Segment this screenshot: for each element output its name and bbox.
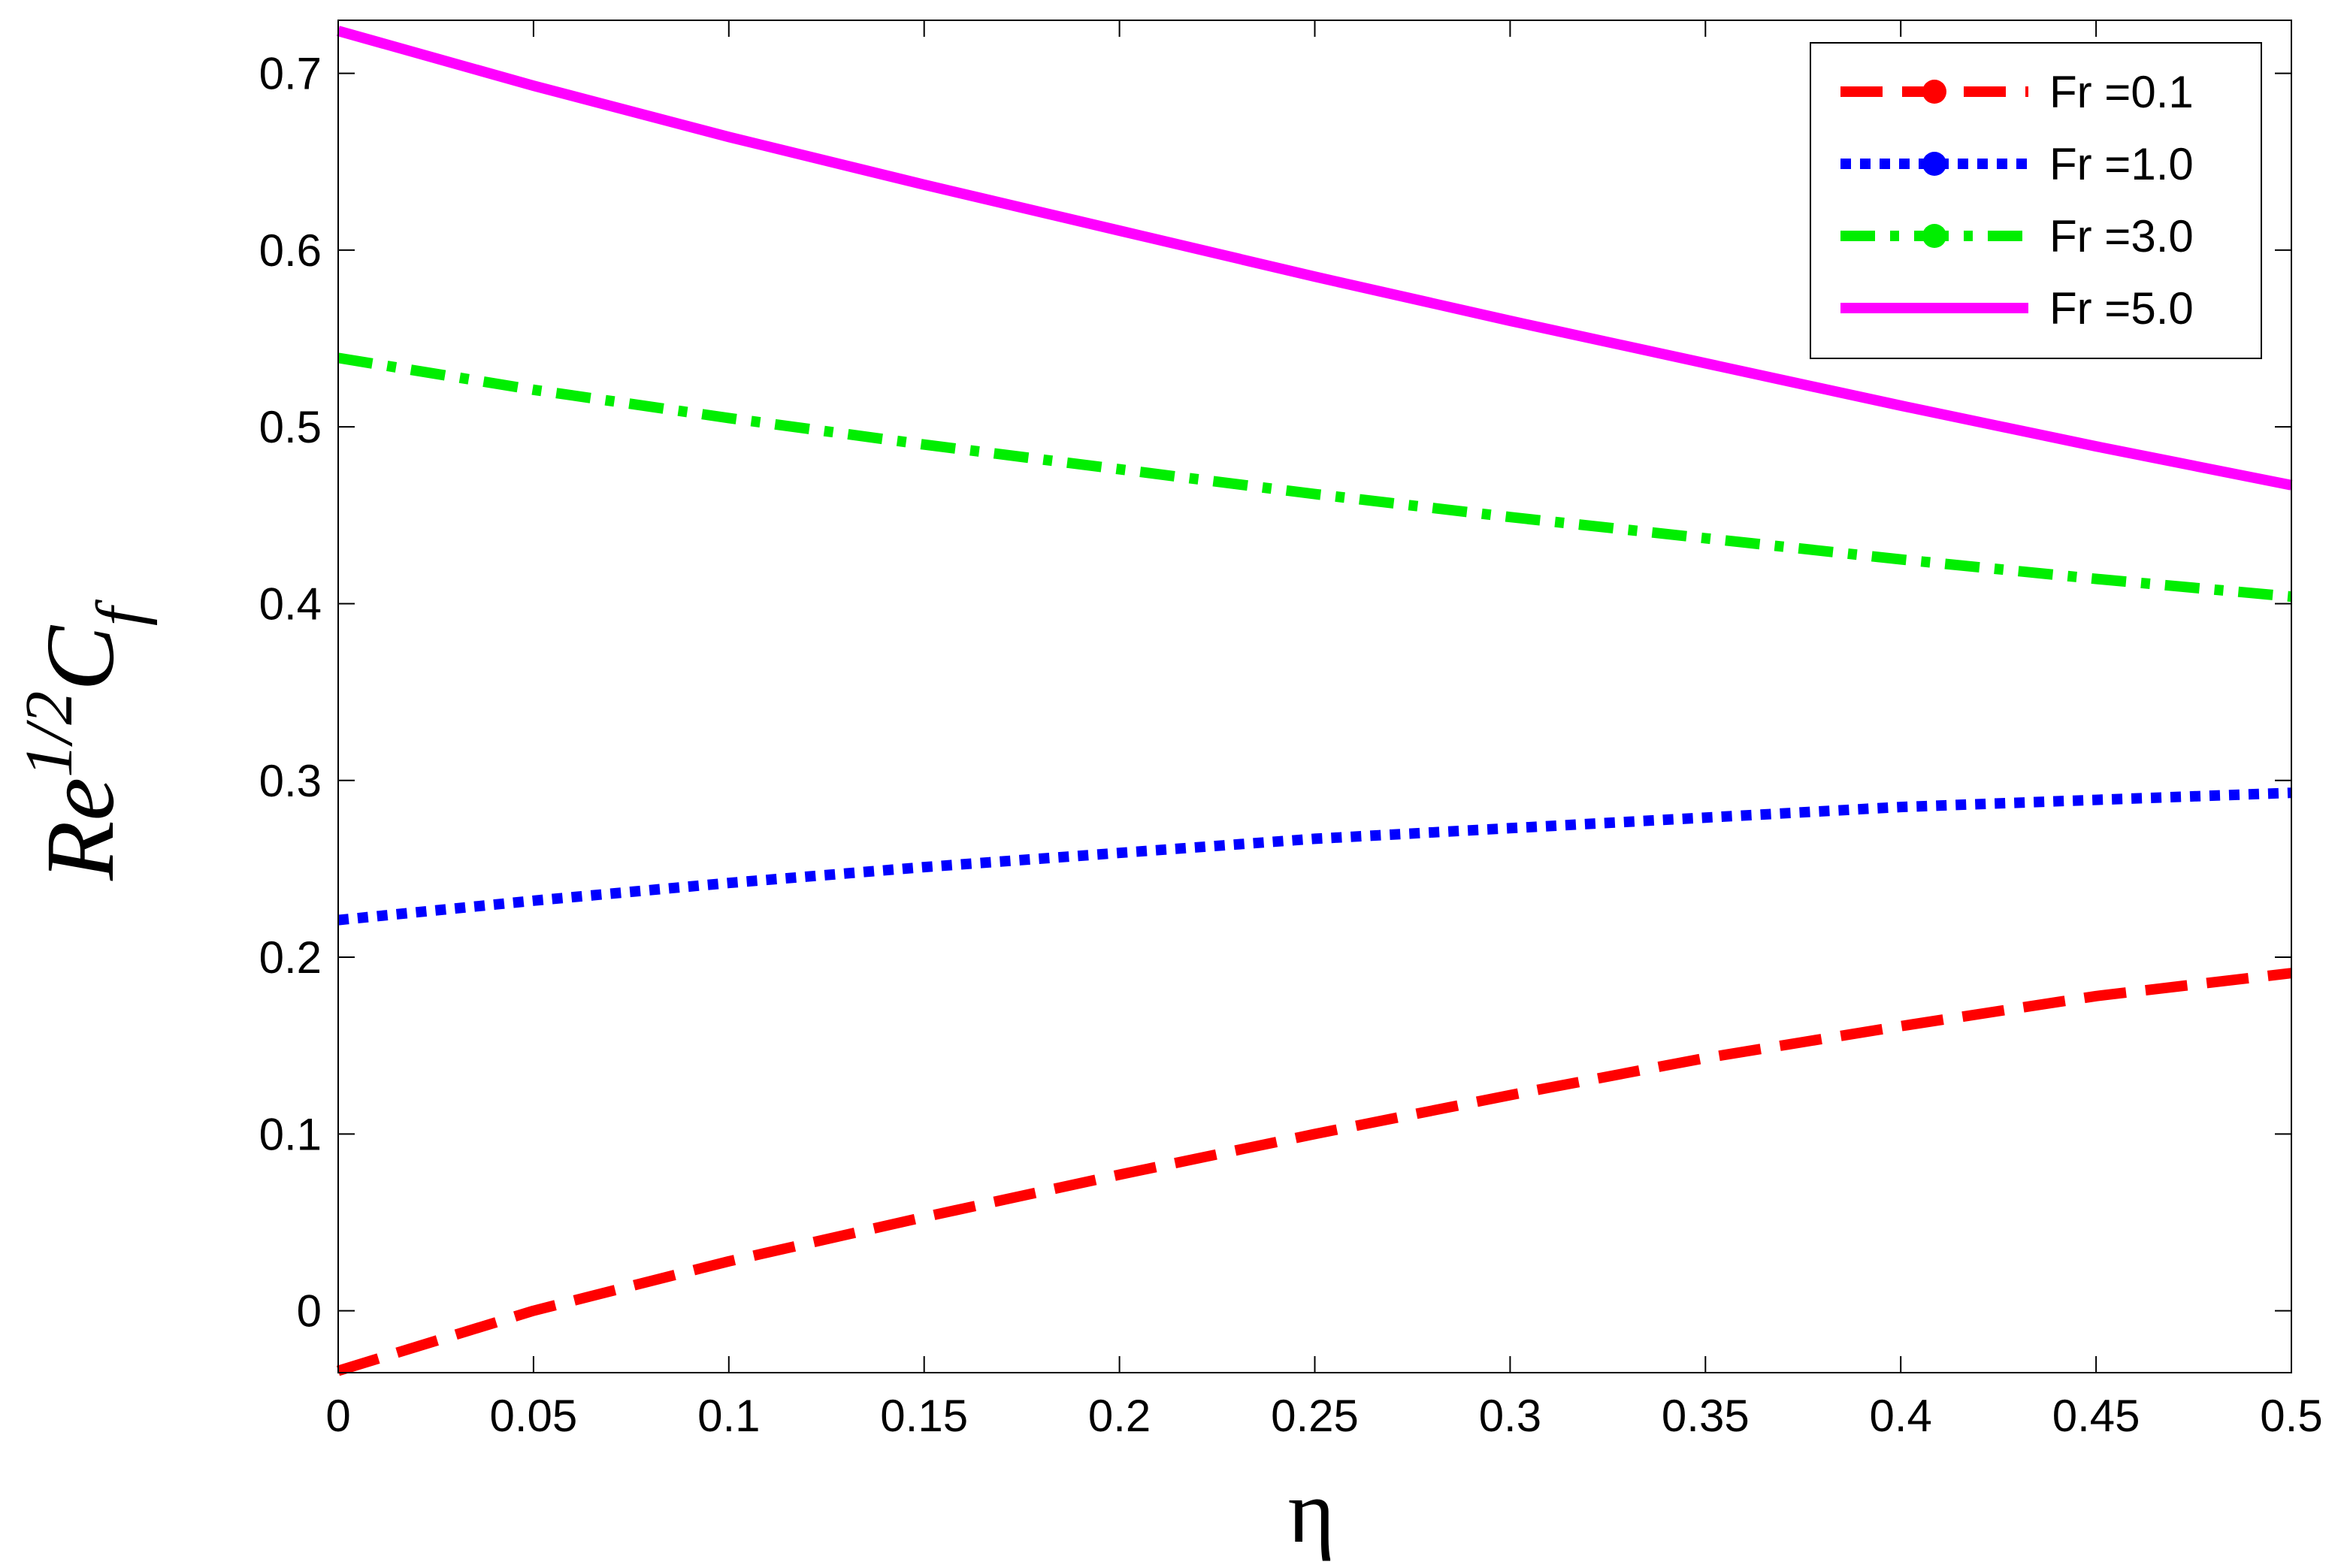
y-tick-label: 0.2 (259, 932, 322, 983)
y-tick-label: 0.5 (259, 402, 322, 452)
legend-label: Fr =1.0 (2049, 139, 2194, 189)
y-title-main: C (26, 625, 135, 691)
legend-marker (1922, 152, 1946, 176)
y-tick-label: 0.3 (259, 756, 322, 806)
x-tick-label: 0 (325, 1391, 350, 1441)
y-tick-label: 0 (297, 1286, 322, 1337)
y-tick-label: 0.6 (259, 225, 322, 276)
x-tick-label: 0.35 (1662, 1391, 1750, 1441)
series-line-2 (337, 352, 2292, 603)
x-tick-label: 0.3 (1479, 1391, 1541, 1441)
legend-marker (1922, 80, 1946, 104)
tick-labels: 0 0.05 0.1 0.15 0.2 0.25 0.3 0.35 0.4 0.45 0.5 0 0.1… (259, 49, 2323, 1441)
plot-lines (336, 26, 2293, 1376)
x-tick-label: 0.5 (2260, 1391, 2322, 1441)
series-line-0 (336, 968, 2292, 1376)
y-tick-label: 0.7 (259, 49, 322, 99)
x-tick-label: 0.05 (490, 1391, 578, 1441)
legend-marker (1922, 224, 1946, 248)
legend: Fr =0.1 Fr =1.0 Fr =3.0 Fr =5.0 (1810, 42, 2262, 359)
x-tick-label: 0.4 (1869, 1391, 1931, 1441)
y-title-base: Re (26, 778, 135, 881)
svg-text:Re1/2Cf: Re1/2Cf (12, 599, 158, 881)
x-tick-label: 0.45 (2052, 1391, 2140, 1441)
legend-label: Fr =3.0 (2049, 211, 2194, 261)
legend-item: Fr =3.0 (1840, 211, 2194, 261)
legend-items: Fr =0.1 Fr =1.0 Fr =3.0 Fr =5.0 (1840, 67, 2194, 334)
y-title-sup: 1/2 (12, 691, 86, 778)
ticks (337, 20, 2292, 1373)
series-line-3 (337, 26, 2293, 491)
x-tick-label: 0.25 (1271, 1391, 1359, 1441)
x-tick-label: 0.1 (697, 1391, 760, 1441)
legend-label: Fr =0.1 (2049, 67, 2194, 117)
series-line-1 (337, 787, 2292, 926)
legend-item: Fr =1.0 (1840, 139, 2194, 189)
y-tick-label: 0.1 (259, 1109, 322, 1159)
x-axis-title: η (1288, 1461, 1335, 1561)
legend-item: Fr =0.1 (1840, 67, 2194, 117)
y-axis-title: Re1/2Cf (12, 599, 158, 881)
legend-label: Fr =5.0 (2049, 283, 2194, 334)
y-tick-label: 0.4 (259, 579, 322, 629)
x-tick-label: 0.2 (1088, 1391, 1151, 1441)
y-title-sub: f (83, 599, 158, 626)
legend-item: Fr =5.0 (1840, 283, 2194, 334)
x-tick-label: 0.15 (880, 1391, 968, 1441)
